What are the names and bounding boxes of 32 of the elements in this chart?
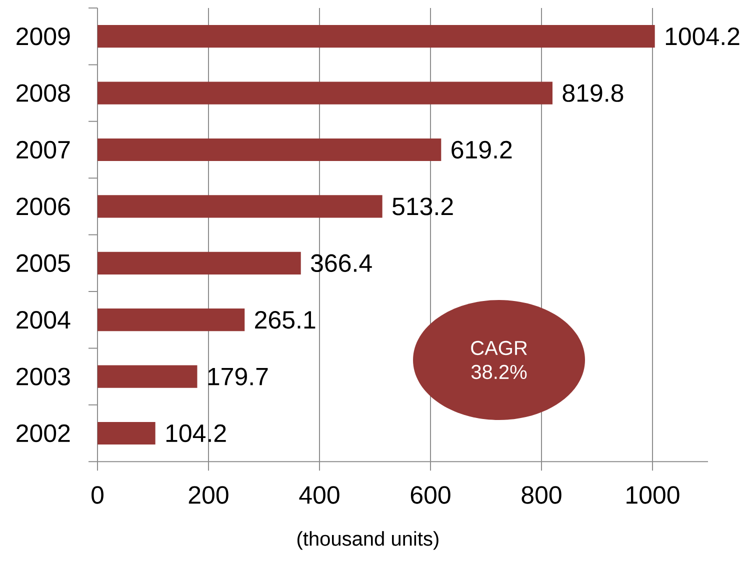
x-axis-title: (thousand units) [297, 531, 438, 550]
data-label: 366.4 [311, 254, 372, 272]
y-tick-label: 2008 [16, 84, 70, 102]
bar [98, 138, 442, 162]
bar [98, 82, 552, 104]
y-tick-label: 2003 [16, 368, 70, 386]
annotation: CAGR 38.2% [471, 340, 527, 380]
x-tick-label: 200 [188, 486, 228, 504]
bar [98, 365, 198, 388]
data-label: 265.1 [255, 311, 316, 329]
data-label: 104.2 [166, 424, 226, 442]
bar [98, 195, 382, 218]
bar [98, 252, 301, 274]
x-tick-label: 800 [522, 486, 562, 504]
bar [98, 308, 245, 332]
x-tick-label: 400 [299, 486, 340, 504]
y-tick-label: 2007 [16, 140, 70, 159]
bar [98, 25, 655, 48]
y-tick-label: 2009 [16, 28, 70, 46]
data-label: 513.2 [392, 198, 453, 216]
y-tick-label: 2005 [16, 254, 70, 272]
data-label: 179.7 [208, 368, 268, 386]
y-tick-label: 2004 [16, 311, 70, 329]
data-label: 819.8 [562, 84, 624, 102]
data-label: 1004.2 [666, 28, 740, 46]
y-tick-label: 2002 [16, 424, 70, 442]
x-tick-label: 1000 [626, 486, 680, 504]
x-tick-label: 0 [92, 486, 104, 504]
data-label: 619.2 [452, 140, 512, 159]
y-tick-label: 2006 [16, 198, 70, 216]
x-tick-label: 600 [410, 486, 450, 504]
bar [98, 422, 156, 445]
